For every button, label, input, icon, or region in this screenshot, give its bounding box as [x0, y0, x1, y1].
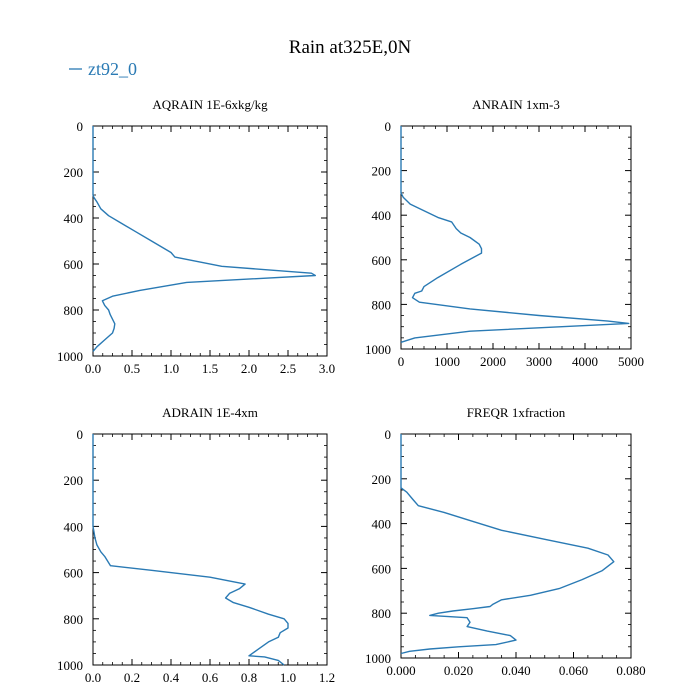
- x-tick-label: 4000: [572, 354, 598, 369]
- y-tick-label: 800: [372, 606, 392, 621]
- y-tick-label: 0: [385, 119, 392, 134]
- y-tick-label: 400: [64, 211, 84, 226]
- y-tick-label: 600: [64, 257, 84, 272]
- y-tick-label: 600: [372, 561, 392, 576]
- y-tick-label: 800: [64, 303, 84, 318]
- panel-anrain: ANRAIN 1xm-3 0 1000 2000 3000 4000 5000 0 200 400…: [365, 97, 644, 369]
- y-tick-label: 0: [77, 427, 84, 442]
- x-tick-label: 1.5: [202, 361, 218, 376]
- x-tick-label: 0.020: [444, 663, 473, 678]
- y-tick-label: 400: [372, 517, 392, 532]
- series-line: [400, 434, 615, 655]
- y-tick-label: 1000: [365, 342, 391, 357]
- x-tick-label: 0.4: [163, 670, 180, 685]
- x-tick-label: 1.0: [280, 670, 296, 685]
- x-tick-label: 2.0: [241, 361, 257, 376]
- y-tick-label: 200: [64, 165, 84, 180]
- y-tick-label: 200: [372, 164, 392, 179]
- y-tick-label: 200: [64, 473, 84, 488]
- plot-frame: [92, 433, 328, 666]
- x-tick-label: 0.060: [559, 663, 588, 678]
- y-tick-label: 800: [372, 297, 392, 312]
- x-tick-label: 0.5: [124, 361, 140, 376]
- x-tick-label: 0: [398, 354, 405, 369]
- x-tick-label: 0.080: [616, 663, 645, 678]
- x-tick-label: 0.000: [386, 663, 415, 678]
- x-tick-label: 1.0: [163, 361, 179, 376]
- x-tick-label: 0.0: [85, 670, 101, 685]
- y-tick-label: 1000: [57, 349, 83, 364]
- y-tick-label: 1000: [57, 658, 83, 673]
- x-tick-label: 3000: [526, 354, 552, 369]
- y-tick-label: 400: [372, 208, 392, 223]
- y-tick-label: 0: [385, 427, 392, 442]
- y-tick-label: 1000: [365, 651, 391, 666]
- x-tick-label: 5000: [618, 354, 644, 369]
- legend: zt92_0: [69, 59, 137, 79]
- plot-frame: [92, 125, 328, 357]
- x-tick-label: 2.5: [280, 361, 296, 376]
- panel-title: FREQR 1xfraction: [467, 405, 566, 420]
- panel-title: ADRAIN 1E-4xm: [162, 405, 258, 420]
- x-tick-label: 0.0: [85, 361, 101, 376]
- panel-adrain: ADRAIN 1E-4xm 0.0 0.2 0.4 0.6 0.8 1.0 1.2 0 200 40…: [57, 405, 335, 685]
- x-tick-label: 1000: [434, 354, 460, 369]
- x-tick-label: 1.2: [319, 670, 335, 685]
- y-tick-label: 600: [64, 566, 84, 581]
- x-tick-label: 2000: [480, 354, 506, 369]
- panel-title: AQRAIN 1E-6xkg/kg: [152, 97, 268, 112]
- y-tick-label: 0: [77, 119, 84, 134]
- x-tick-label: 3.0: [319, 361, 335, 376]
- plot-frame: [400, 433, 632, 659]
- plot-frame: [400, 125, 632, 350]
- x-tick-label: 0.6: [202, 670, 219, 685]
- x-tick-label: 0.2: [124, 670, 140, 685]
- chart-title: Rain at325E,0N: [289, 37, 412, 58]
- panel-aqrain: AQRAIN 1E-6xkg/kg 0.0 0.5 1.0 1.5 2.0 2.5 3.0 0 2…: [57, 97, 335, 376]
- y-tick-label: 400: [64, 519, 84, 534]
- y-tick-label: 200: [372, 472, 392, 487]
- y-tick-label: 600: [372, 253, 392, 268]
- panel-freqr: FREQR 1xfraction 0.000 0.020 0.040 0.060 0.08…: [365, 405, 646, 678]
- x-tick-label: 0.8: [241, 670, 257, 685]
- series-line: [400, 126, 630, 343]
- legend-label: zt92_0: [88, 59, 137, 79]
- panel-title: ANRAIN 1xm-3: [472, 97, 560, 112]
- x-tick-label: 0.040: [501, 663, 530, 678]
- series-line: [92, 434, 289, 666]
- series-line: [92, 126, 316, 352]
- y-tick-label: 800: [64, 612, 84, 627]
